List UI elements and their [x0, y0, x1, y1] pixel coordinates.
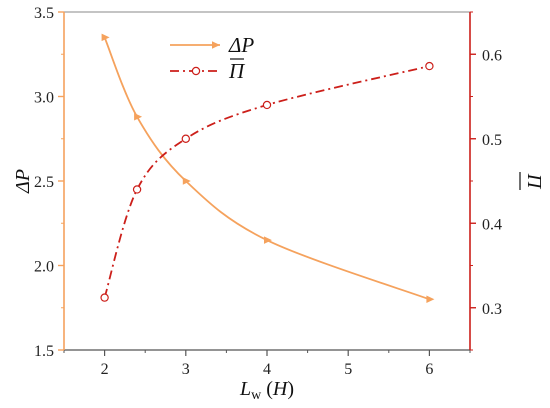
x-tick-label: 3: [182, 361, 190, 378]
x-title-paren-close: ): [287, 378, 294, 400]
right-y-ticks: 0.3 0.4 0.5 0.6: [470, 11, 502, 351]
legend: ΔPΠ: [170, 33, 254, 83]
data-point: [132, 185, 142, 194]
left-y-tick-label: 2.5: [34, 174, 54, 191]
series-line: [103, 65, 430, 298]
left-y-tick-label: 3.5: [34, 5, 54, 22]
right-y-tick-label: 0.3: [482, 301, 502, 318]
x-axis-title: Lw (H): [239, 378, 294, 403]
right-y-tick-label: 0.4: [482, 216, 502, 233]
x-tick-label: 2: [101, 361, 109, 378]
data-point: [262, 100, 272, 110]
left-y-tick-label: 3.0: [34, 90, 54, 107]
x-tick-label: 5: [344, 361, 352, 378]
left-y-axis-title: ΔP: [12, 169, 34, 194]
series-line: [103, 37, 430, 301]
x-ticks: 2 3 4 5 6: [63, 350, 471, 378]
series-pi: [100, 61, 434, 302]
x-tick-label: 4: [263, 361, 271, 378]
data-point: [426, 295, 435, 304]
series-layer: [100, 33, 435, 304]
legend-item: ΔP: [170, 33, 254, 57]
data-point: [101, 33, 110, 42]
x-title-paren-open: (: [261, 378, 273, 400]
right-y-tick-label: 0.5: [482, 132, 502, 149]
right-y-tick-label: 0.6: [482, 47, 502, 64]
legend-marker: [191, 66, 201, 76]
data-point: [182, 177, 191, 185]
data-point: [181, 134, 190, 143]
x-title-var: H: [272, 378, 289, 400]
x-tick-label: 6: [425, 361, 433, 378]
right-y-axis-title-group: Π: [519, 172, 545, 190]
x-title-sub: w: [251, 388, 262, 403]
legend-label: Π: [228, 59, 246, 83]
series-delta-p: [101, 33, 435, 304]
x-title-main: L: [239, 378, 251, 400]
left-y-ticks: 1.5 2.0 2.5 3.0 3.5: [34, 5, 64, 360]
left-y-tick-label: 1.5: [34, 343, 54, 360]
legend-label: ΔP: [228, 33, 254, 57]
legend-marker: [212, 41, 220, 49]
data-point: [264, 236, 272, 244]
data-point: [425, 61, 434, 71]
legend-item: Π: [170, 58, 246, 83]
data-point: [100, 293, 109, 302]
data-point: [134, 113, 143, 121]
right-y-axis-title: Π: [523, 173, 545, 190]
left-y-tick-label: 2.0: [34, 259, 54, 276]
